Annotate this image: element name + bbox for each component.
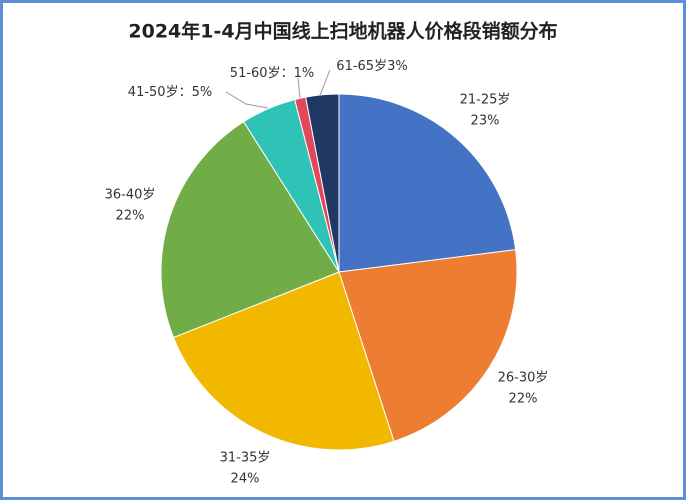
category-label: 51-60岁：	[230, 66, 294, 81]
leader-line	[297, 77, 301, 99]
pie-slice	[338, 93, 517, 273]
value-label: 5%	[192, 85, 213, 100]
value-label: 24%	[231, 472, 260, 487]
data-label: 51-60岁：1%	[230, 66, 314, 81]
value-label: 1%	[294, 66, 315, 81]
category-label: 31-35岁	[220, 451, 271, 466]
data-label: 61-65岁3%	[336, 59, 407, 74]
category-label: 36-40岁	[105, 188, 156, 203]
category-label: 61-65岁	[336, 59, 387, 74]
pie-slice	[338, 249, 518, 442]
category-label: 21-25岁	[460, 93, 511, 108]
leader-line	[225, 91, 269, 109]
category-label: 41-50岁：	[128, 85, 192, 100]
data-label: 41-50岁：5%	[128, 85, 212, 100]
category-label: 26-30岁	[498, 371, 549, 386]
value-label: 22%	[116, 209, 145, 224]
pie-slice	[172, 271, 395, 451]
pie-slice	[305, 93, 340, 273]
value-label: 3%	[387, 59, 408, 74]
value-label: 22%	[509, 392, 538, 407]
value-label: 23%	[471, 114, 500, 129]
pie-slice	[160, 121, 340, 339]
chart-title: 2024年1-4月中国线上扫地机器人价格段销额分布	[128, 20, 557, 43]
leader-line	[319, 69, 331, 96]
